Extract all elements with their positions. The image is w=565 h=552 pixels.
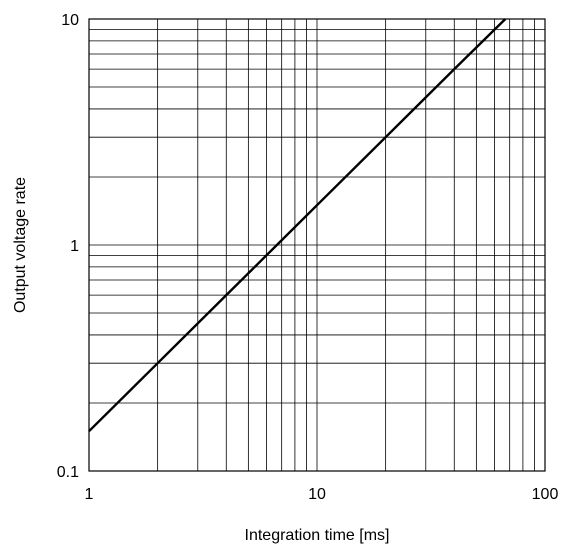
y-tick-label: 1	[70, 238, 79, 255]
y-tick-label: 0.1	[57, 464, 79, 481]
y-grid	[89, 28, 545, 404]
x-axis-label: Integration time [ms]	[245, 527, 390, 544]
series-layer	[88, 18, 507, 433]
x-tick-label: 1	[85, 486, 94, 503]
series-line	[88, 18, 507, 433]
x-tick-label: 10	[308, 486, 326, 503]
x-tick-label: 100	[532, 486, 559, 503]
y-axis-label: Output voltage rate	[12, 177, 29, 313]
y-tick-label: 10	[61, 12, 79, 29]
x-tick-labels: 1 10 100	[85, 486, 559, 503]
plot-frame	[88, 18, 546, 472]
y-tick-labels: 0.1 1 10	[57, 12, 79, 481]
